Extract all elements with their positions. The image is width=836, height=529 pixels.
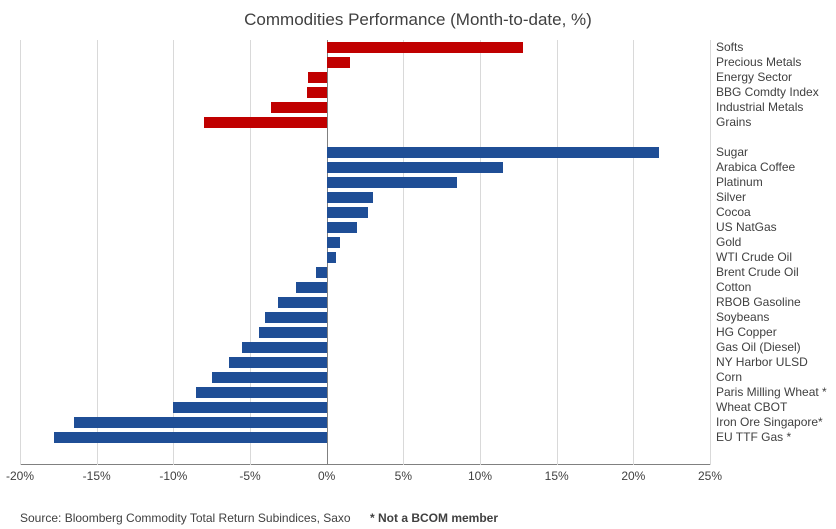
category-label: BBG Comdty Index: [716, 87, 819, 98]
bar: [54, 432, 327, 443]
category-label: Gold: [716, 237, 741, 248]
x-tick-label: -15%: [83, 469, 111, 483]
chart-title: Commodities Performance (Month-to-date, …: [0, 0, 836, 30]
x-tick-label: 10%: [468, 469, 492, 483]
gridline: [20, 40, 21, 465]
category-label: Wheat CBOT: [716, 402, 787, 413]
footnote-text: * Not a BCOM member: [370, 511, 498, 525]
x-axis-line: [20, 464, 710, 465]
gridline: [480, 40, 481, 465]
category-label: RBOB Gasoline: [716, 297, 801, 308]
bar: [327, 207, 368, 218]
x-tick-label: -5%: [239, 469, 260, 483]
category-label: Brent Crude Oil: [716, 267, 799, 278]
gridline: [403, 40, 404, 465]
x-tick-label: -20%: [6, 469, 34, 483]
category-label: NY Harbor ULSD: [716, 357, 808, 368]
bar: [271, 102, 326, 113]
bar: [327, 192, 373, 203]
category-label: Arabica Coffee: [716, 162, 795, 173]
bar: [229, 357, 327, 368]
category-label: Cotton: [716, 282, 751, 293]
bar: [327, 252, 336, 263]
bar: [327, 57, 350, 68]
gridline: [633, 40, 634, 465]
bar: [278, 297, 327, 308]
category-label: Cocoa: [716, 207, 751, 218]
category-label: Sugar: [716, 147, 748, 158]
category-label: WTI Crude Oil: [716, 252, 792, 263]
plot-area: -20%-15%-10%-5%0%5%10%15%20%25%SoftsPrec…: [20, 40, 710, 485]
category-label: Soybeans: [716, 312, 769, 323]
x-tick-label: -10%: [159, 469, 187, 483]
bar: [173, 402, 326, 413]
bar: [308, 72, 326, 83]
bar: [212, 372, 327, 383]
x-tick-label: 25%: [698, 469, 722, 483]
category-label: HG Copper: [716, 327, 777, 338]
bar: [204, 117, 327, 128]
category-label: Softs: [716, 42, 743, 53]
category-label: Energy Sector: [716, 72, 792, 83]
gridline: [710, 40, 711, 465]
x-tick-label: 5%: [395, 469, 412, 483]
category-label: US NatGas: [716, 222, 777, 233]
bar: [327, 177, 457, 188]
bar: [74, 417, 327, 428]
bar: [265, 312, 326, 323]
bar: [242, 342, 326, 353]
bar: [196, 387, 326, 398]
gridline: [557, 40, 558, 465]
category-label: Grains: [716, 117, 751, 128]
x-tick-label: 15%: [545, 469, 569, 483]
x-tick-label: 20%: [621, 469, 645, 483]
bar: [327, 42, 523, 53]
category-label: EU TTF Gas *: [716, 432, 791, 443]
category-label: Gas Oil (Diesel): [716, 342, 801, 353]
category-label: Iron Ore Singapore*: [716, 417, 823, 428]
category-label: Precious Metals: [716, 57, 801, 68]
source-text: Source: Bloomberg Commodity Total Return…: [20, 511, 351, 525]
gridline: [97, 40, 98, 465]
category-label: Industrial Metals: [716, 102, 803, 113]
category-label: Silver: [716, 192, 746, 203]
chart-container: Commodities Performance (Month-to-date, …: [0, 0, 836, 529]
bar: [296, 282, 327, 293]
bar: [327, 222, 358, 233]
category-label: Paris Milling Wheat *: [716, 387, 827, 398]
x-tick-label: 0%: [318, 469, 335, 483]
category-label: Platinum: [716, 177, 763, 188]
bar: [259, 327, 326, 338]
category-label: Corn: [716, 372, 742, 383]
bar: [327, 237, 341, 248]
bar: [327, 147, 660, 158]
bar: [316, 267, 327, 278]
bar: [307, 87, 327, 98]
bar: [327, 162, 503, 173]
